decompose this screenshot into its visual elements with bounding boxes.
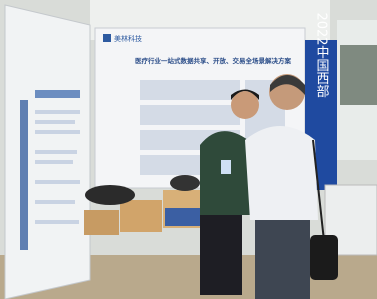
photo: 美林科技 医疗行业一站式数据共享、开放、交易全场景解决方案 2022中国西部 xyxy=(0,0,377,299)
poster-logo-icon xyxy=(103,34,111,42)
painting xyxy=(340,45,377,105)
poster-title: 医疗行业一站式数据共享、开放、交易全场景解决方案 xyxy=(135,56,292,65)
bags xyxy=(170,175,200,191)
bags xyxy=(85,185,135,205)
box xyxy=(84,210,119,235)
box-label xyxy=(165,208,205,226)
banner-text: 2022中国西部 xyxy=(314,12,330,98)
poster-logo: 美林科技 xyxy=(114,34,142,43)
left-board-heading xyxy=(35,90,80,98)
left-board-stripe xyxy=(20,100,28,250)
box xyxy=(120,200,162,232)
